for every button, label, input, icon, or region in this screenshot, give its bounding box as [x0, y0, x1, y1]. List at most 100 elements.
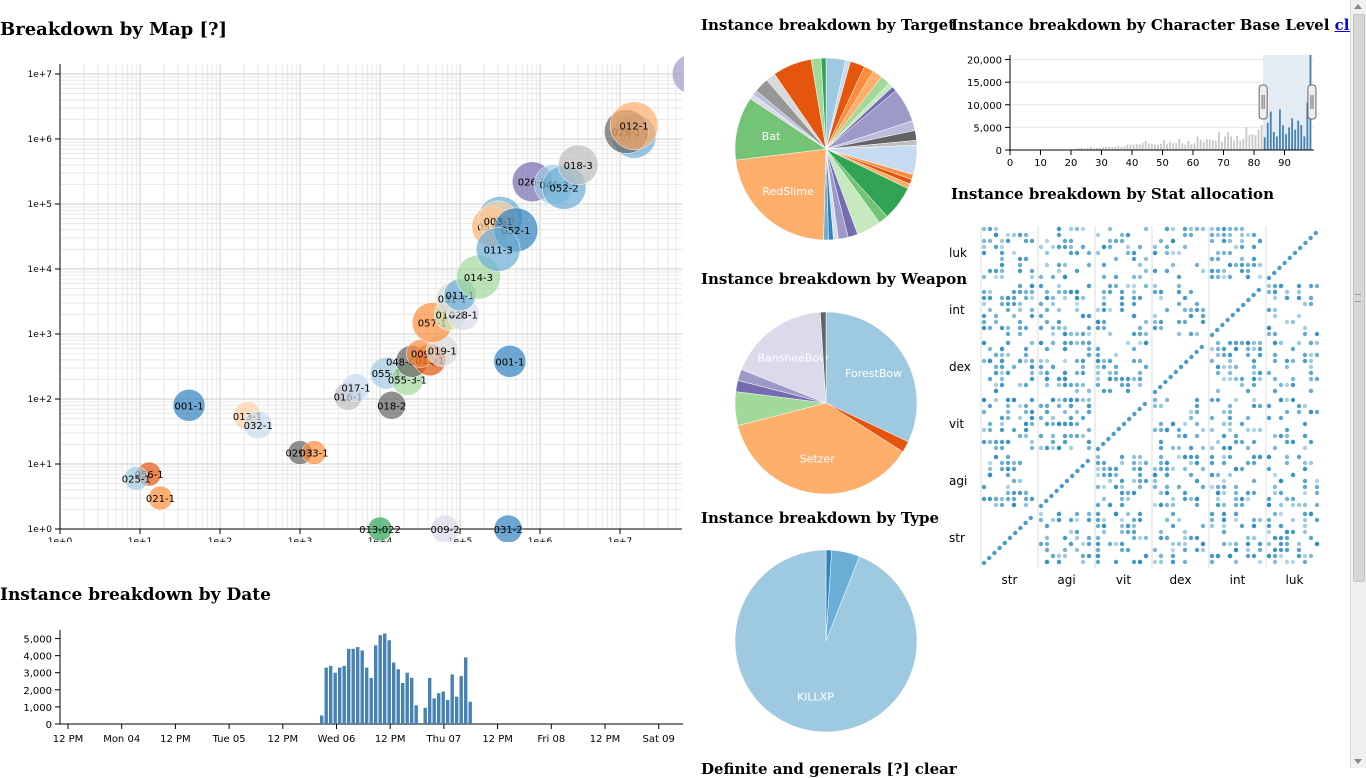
map-point-label: 025-1: [122, 474, 151, 485]
stat-point: [1221, 529, 1227, 535]
stat-point: [1209, 232, 1215, 238]
stat-point: [1239, 376, 1245, 382]
level-bar: [1205, 139, 1208, 150]
stat-point: [1125, 490, 1131, 496]
stat-point: [1005, 331, 1011, 337]
stat-point: [1266, 517, 1272, 523]
stat-point: [1152, 547, 1158, 553]
stat-point: [1266, 553, 1272, 559]
stat-point: [1308, 340, 1314, 346]
type-pie-chart[interactable]: KILLXP: [730, 546, 922, 738]
map-x-tick-label: 1e+3: [288, 537, 313, 542]
stat-point: [993, 502, 999, 508]
stat-point: [1314, 502, 1320, 508]
stat-point: [1227, 445, 1233, 451]
page-scrollbar[interactable]: [1350, 0, 1366, 768]
stat-point: [993, 445, 999, 451]
stat-point: [1194, 478, 1200, 484]
level-x-tick-label: 0: [1007, 158, 1013, 169]
stat-point: [1308, 364, 1314, 370]
level-brush-handle[interactable]: [1307, 84, 1317, 120]
stat-point: [1068, 415, 1074, 421]
stat-point: [1068, 445, 1074, 451]
stat-scatter-matrix[interactable]: luk int dex vit agi str str agi vit dex int luk: [945, 222, 1330, 587]
stat-point: [1050, 340, 1056, 346]
stat-point: [1125, 340, 1131, 346]
stat-point: [987, 439, 993, 445]
stat-point: [1086, 511, 1092, 517]
date-bar: [428, 677, 432, 724]
map-y-tick-label: 1e+3: [27, 330, 52, 340]
stat-point: [1221, 232, 1227, 238]
stat-point: [1251, 358, 1257, 364]
stat-point: [1182, 454, 1188, 460]
stat-point: [1101, 307, 1107, 313]
stat-row-label: str: [949, 531, 965, 545]
stat-point: [1143, 256, 1149, 262]
stat-point: [1152, 397, 1158, 403]
stat-point: [1062, 262, 1068, 268]
scroll-up-arrow-icon[interactable]: [1354, 4, 1362, 9]
stat-point: [1125, 232, 1131, 238]
stat-point: [1137, 244, 1143, 250]
stat-point: [1119, 454, 1125, 460]
stat-point: [1209, 523, 1215, 529]
target-pie-label: Bat: [762, 130, 781, 143]
map-scatter-chart[interactable]: 1e+0 1e+1 1e+2 1e+3 1e+4 1e+5 1e+6 1e+7 1e+0 1e+1…: [0, 52, 684, 542]
stat-point: [1290, 319, 1296, 325]
date-bar: [441, 691, 445, 724]
stat-point: [1245, 262, 1251, 268]
level-bar: [1221, 141, 1223, 150]
stat-point: [1272, 283, 1278, 289]
map-point-label: 014-3: [464, 273, 493, 284]
level-bar-chart[interactable]: 0 5,000 10,000 15,000 20,000 0 10 20 30 40 50 60 70 8…: [951, 48, 1331, 172]
target-pie-chart[interactable]: RedSlime Bat: [730, 55, 922, 245]
stat-point: [1251, 454, 1257, 460]
stat-point: [987, 238, 993, 244]
level-bar: [1279, 109, 1281, 150]
level-bar: [1129, 144, 1132, 150]
scrollbar-thumb[interactable]: [1353, 14, 1365, 582]
stat-col-label: str: [1002, 573, 1018, 587]
stat-point: [1200, 466, 1206, 472]
stat-point: [1290, 346, 1296, 352]
stat-point: [1257, 340, 1263, 346]
stat-point: [1194, 226, 1200, 232]
stat-col-label: luk: [1286, 573, 1304, 587]
stat-point: [1005, 370, 1011, 376]
stat-point: [1132, 411, 1137, 417]
stat-point: [1131, 454, 1137, 460]
stat-point: [1284, 433, 1290, 439]
stat-point: [1308, 295, 1314, 301]
stat-point: [1111, 431, 1116, 437]
weapon-pie-chart[interactable]: ForestBow Setzer BansheeBow: [730, 307, 922, 499]
date-bar-chart[interactable]: 0 1,000 2,000 3,000 4,000 5,000 12 PM Mon 04 12 …: [0, 622, 690, 750]
stat-point: [1113, 238, 1119, 244]
stat-point: [1038, 517, 1044, 523]
stat-point: [1017, 331, 1023, 337]
stat-point: [1176, 445, 1182, 451]
stat-point: [1215, 226, 1221, 232]
date-bar: [387, 640, 391, 724]
level-bar: [1114, 146, 1117, 150]
stat-point: [1290, 382, 1296, 388]
scroll-down-arrow-icon[interactable]: [1354, 759, 1362, 764]
map-y-tick-label: 1e+6: [27, 135, 52, 145]
level-brush-handle[interactable]: [1258, 84, 1268, 120]
stat-point: [1056, 382, 1062, 388]
date-bar: [414, 705, 418, 724]
stat-point: [1302, 460, 1308, 466]
stat-point: [1221, 238, 1227, 244]
map-x-tick-label: 1e+5: [448, 537, 473, 542]
level-bar: [1096, 147, 1098, 150]
stat-point: [1095, 454, 1101, 460]
stat-cell: [981, 226, 1035, 280]
stat-point: [1302, 433, 1308, 439]
level-bar: [1288, 127, 1290, 150]
stat-point: [1050, 445, 1056, 451]
stat-point: [981, 427, 987, 433]
stat-point: [1170, 511, 1176, 517]
stat-point: [981, 397, 987, 403]
stat-point: [1176, 250, 1182, 256]
stat-point: [1251, 232, 1257, 238]
